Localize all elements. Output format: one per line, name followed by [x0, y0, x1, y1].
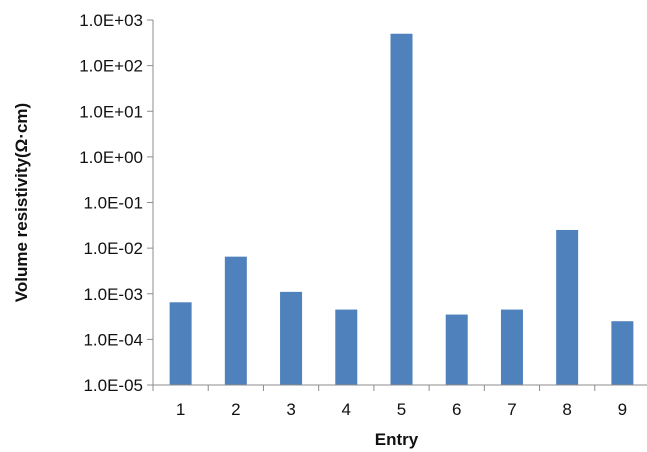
bar-entry-3 [280, 291, 303, 385]
x-tick-label: 3 [286, 400, 295, 419]
bars [169, 33, 634, 385]
axes [152, 20, 647, 386]
y-tick-label: 1.0E-05 [83, 376, 143, 395]
y-tick-label: 1.0E+00 [79, 148, 143, 167]
y-tick-label: 1.0E-03 [83, 285, 143, 304]
bar-entry-5 [390, 33, 413, 385]
y-tick-label: 1.0E+03 [79, 11, 143, 30]
bar-entry-8 [556, 229, 579, 385]
x-tick-label: 2 [231, 400, 240, 419]
x-tick-label: 4 [342, 400, 351, 419]
x-tick-label: 8 [562, 400, 571, 419]
bar-entry-4 [335, 309, 358, 385]
y-tick-label: 1.0E+02 [79, 57, 143, 76]
y-tick-label: 1.0E+01 [79, 102, 143, 121]
x-tick-label: 5 [397, 400, 406, 419]
y-axis-ticks: 1.0E-05 1.0E-04 1.0E-03 1.0E-02 1.0E-01 1.0E+… [79, 11, 153, 395]
x-axis-title: Entry [375, 430, 419, 449]
x-tick-label: 9 [618, 400, 627, 419]
bar-entry-9 [611, 321, 634, 385]
bar-entry-2 [224, 256, 247, 385]
x-axis-ticks: 1 2 3 4 5 6 7 8 9 [152, 385, 627, 419]
x-tick-label: 7 [507, 400, 516, 419]
y-tick-label: 1.0E-01 [83, 194, 143, 213]
x-tick-label: 6 [452, 400, 461, 419]
y-tick-label: 1.0E-02 [83, 239, 143, 258]
bar-entry-6 [445, 314, 468, 385]
bar-entry-7 [500, 309, 523, 385]
bar-entry-1 [169, 302, 192, 385]
y-tick-label: 1.0E-04 [83, 330, 143, 349]
y-axis-title: Volume resistivity(Ω·cm) [12, 103, 31, 302]
x-tick-label: 1 [176, 400, 185, 419]
